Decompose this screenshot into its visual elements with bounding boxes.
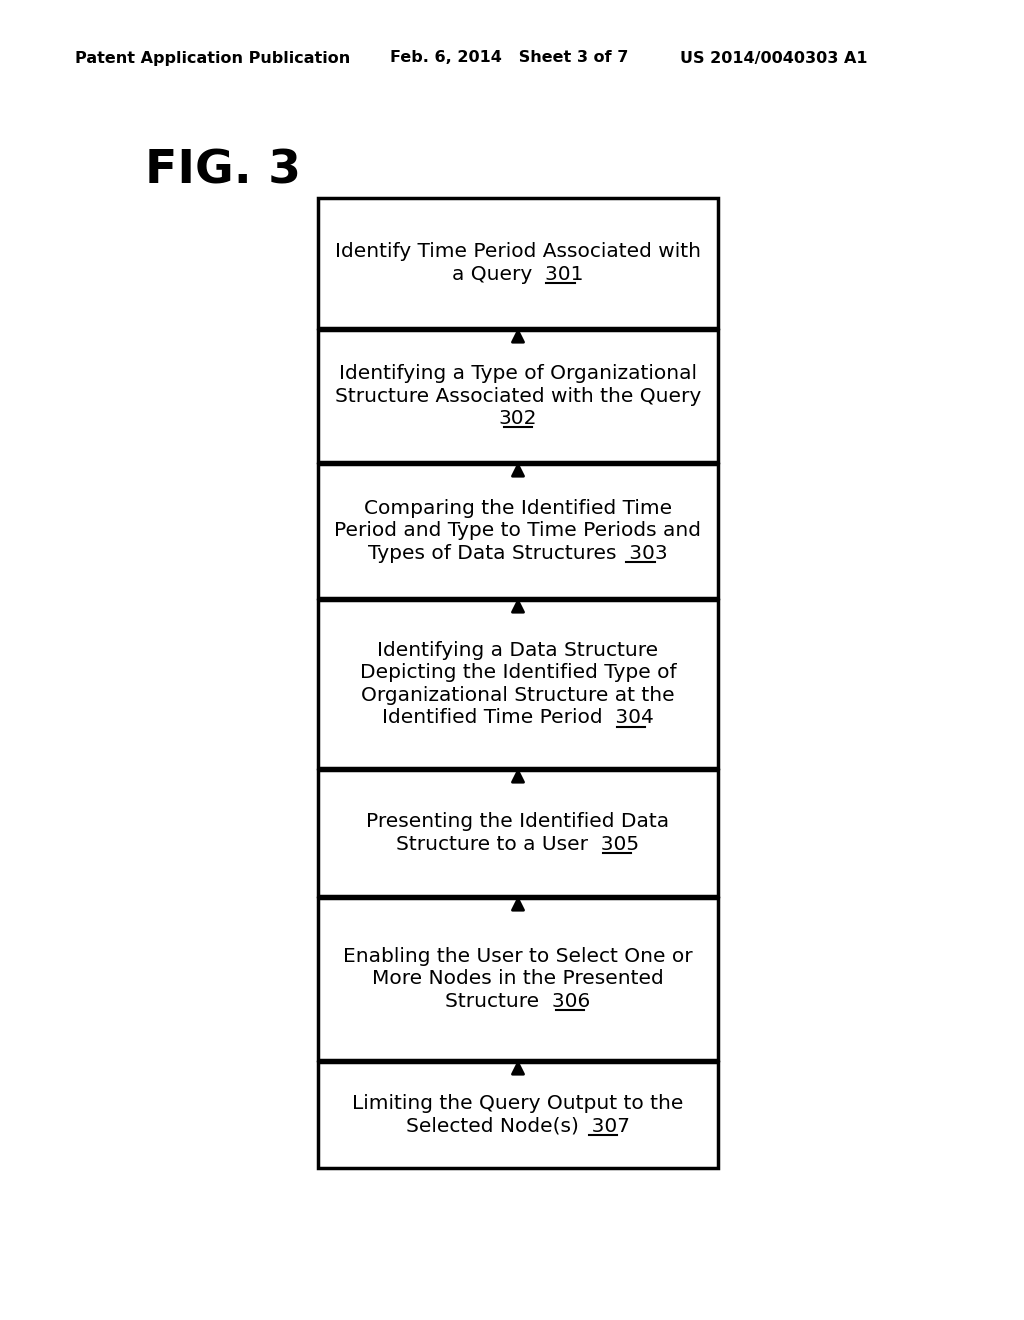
Text: US 2014/0040303 A1: US 2014/0040303 A1: [680, 50, 867, 66]
Text: Patent Application Publication: Patent Application Publication: [75, 50, 350, 66]
Bar: [318, 465, 718, 598]
Text: Organizational Structure at the: Organizational Structure at the: [361, 685, 675, 705]
Text: a Query  301: a Query 301: [453, 265, 584, 284]
Text: Identify Time Period Associated with: Identify Time Period Associated with: [335, 243, 701, 261]
Text: FIG. 3: FIG. 3: [145, 148, 301, 193]
Text: Structure Associated with the Query: Structure Associated with the Query: [335, 387, 701, 405]
Text: Structure  306: Structure 306: [445, 991, 591, 1011]
Text: More Nodes in the Presented: More Nodes in the Presented: [372, 969, 664, 989]
Text: Depicting the Identified Type of: Depicting the Identified Type of: [359, 663, 676, 682]
Text: Types of Data Structures  303: Types of Data Structures 303: [369, 544, 668, 562]
Text: Selected Node(s)  307: Selected Node(s) 307: [406, 1117, 630, 1135]
Text: 302: 302: [499, 409, 538, 428]
Bar: [318, 601, 718, 768]
Text: Structure to a User  305: Structure to a User 305: [396, 834, 640, 854]
Text: Presenting the Identified Data: Presenting the Identified Data: [367, 812, 670, 832]
Text: Enabling the User to Select One or: Enabling the User to Select One or: [343, 946, 693, 966]
Text: Identifying a Data Structure: Identifying a Data Structure: [378, 640, 658, 660]
Text: Period and Type to Time Periods and: Period and Type to Time Periods and: [335, 521, 701, 540]
Bar: [318, 198, 718, 327]
Text: Comparing the Identified Time: Comparing the Identified Time: [364, 499, 672, 517]
Text: Feb. 6, 2014   Sheet 3 of 7: Feb. 6, 2014 Sheet 3 of 7: [390, 50, 629, 66]
Bar: [318, 770, 718, 896]
Bar: [318, 1063, 718, 1168]
Bar: [318, 330, 718, 462]
Text: Identified Time Period  304: Identified Time Period 304: [382, 709, 654, 727]
Text: Limiting the Query Output to the: Limiting the Query Output to the: [352, 1094, 684, 1113]
Bar: [318, 898, 718, 1060]
Text: Identifying a Type of Organizational: Identifying a Type of Organizational: [339, 364, 697, 383]
